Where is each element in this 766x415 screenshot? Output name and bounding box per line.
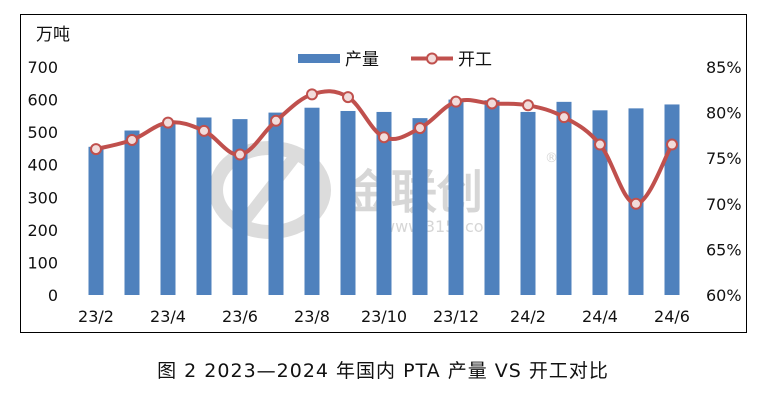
line-point-23-6: [234, 148, 246, 161]
legend-bar-label: 产量: [345, 50, 379, 70]
x-tick-label: 23/6: [222, 307, 258, 326]
x-axis: 23/2 23/4 23/6 23/8 23/10 23/12 24/2 24/4 24/6: [78, 307, 690, 326]
right-tick-label: 60%: [706, 286, 742, 305]
line-point-23-10: [378, 131, 390, 144]
left-axis: 0 100 200 300 400 500 600 700: [27, 58, 58, 305]
figure-caption: 图 2 2023—2024 年国内 PTA 产量 VS 开工对比: [157, 360, 609, 382]
bar-23-12: [448, 99, 464, 295]
line-point-23-12: [450, 95, 462, 108]
right-axis: 60% 65% 70% 75% 80% 85%: [706, 58, 742, 305]
bar-23-3: [124, 130, 140, 295]
bar-23-8: [304, 107, 320, 295]
x-tick-label: 24/2: [510, 307, 546, 326]
legend-line-label: 开工: [458, 50, 492, 70]
line-point-24-2: [522, 99, 534, 112]
bar-23-11: [412, 118, 428, 295]
bar-24-4: [592, 110, 608, 295]
left-tick-label: 500: [27, 123, 58, 142]
line-point-24-4: [594, 138, 606, 151]
bar-23-10: [376, 111, 392, 295]
bar-23-7: [268, 112, 284, 295]
line-point-24-5: [630, 197, 642, 210]
right-tick-label: 85%: [706, 58, 742, 77]
right-tick-label: 70%: [706, 195, 742, 214]
chart-frame: 金联创 www.315i.com ® 万吨 产量 开工 010020030040…: [20, 14, 747, 333]
bar-23-4: [160, 122, 176, 295]
bar-23-6: [232, 119, 248, 295]
bar-24-1: [484, 100, 500, 295]
bar-24-3: [556, 101, 572, 295]
line-point-23-7: [270, 114, 282, 127]
bar-series: [88, 99, 680, 295]
line-point-24-1: [486, 97, 498, 110]
legend: 产量 开工: [298, 50, 492, 70]
watermark-url: www.315i.com: [382, 217, 499, 236]
left-tick-label: 700: [27, 58, 58, 77]
line-point-23-11: [414, 122, 426, 135]
bar-23-2: [88, 146, 104, 295]
x-tick-label: 23/10: [361, 307, 407, 326]
x-tick-label: 23/4: [150, 307, 186, 326]
left-tick-label: 200: [27, 221, 58, 240]
x-tick-label: 24/4: [582, 307, 618, 326]
left-tick-label: 100: [27, 253, 58, 272]
line-point-24-6: [666, 138, 678, 151]
watermark-registered-mark: ®: [545, 151, 558, 166]
x-tick-label: 23/2: [78, 307, 114, 326]
line-point-23-4: [162, 116, 174, 129]
x-tick-label: 24/6: [654, 307, 690, 326]
left-tick-label: 300: [27, 188, 58, 207]
bar-23-9: [340, 110, 356, 295]
left-axis-unit: 万吨: [36, 25, 70, 45]
right-tick-label: 65%: [706, 240, 742, 259]
line-point-23-3: [126, 133, 138, 146]
line-point-23-2: [90, 143, 102, 156]
left-tick-label: 400: [27, 156, 58, 175]
chart: 金联创 www.315i.com ® 万吨 产量 开工 010020030040…: [20, 14, 747, 333]
x-tick-label: 23/12: [433, 307, 479, 326]
line-series: [90, 88, 678, 210]
right-tick-label: 80%: [706, 104, 742, 123]
legend-bar-swatch: [298, 54, 340, 63]
bar-24-2: [520, 111, 536, 295]
bar-24-6: [664, 104, 680, 295]
line-point-24-3: [558, 111, 570, 124]
line-point-23-8: [306, 88, 318, 101]
line-point-23-9: [342, 91, 354, 104]
legend-line-marker: [426, 52, 438, 65]
left-tick-label: 0: [48, 286, 58, 305]
x-tick-label: 23/8: [294, 307, 330, 326]
bar-23-5: [196, 117, 212, 295]
right-tick-label: 75%: [706, 149, 742, 168]
line-point-23-5: [198, 124, 210, 137]
left-tick-label: 600: [27, 91, 58, 110]
